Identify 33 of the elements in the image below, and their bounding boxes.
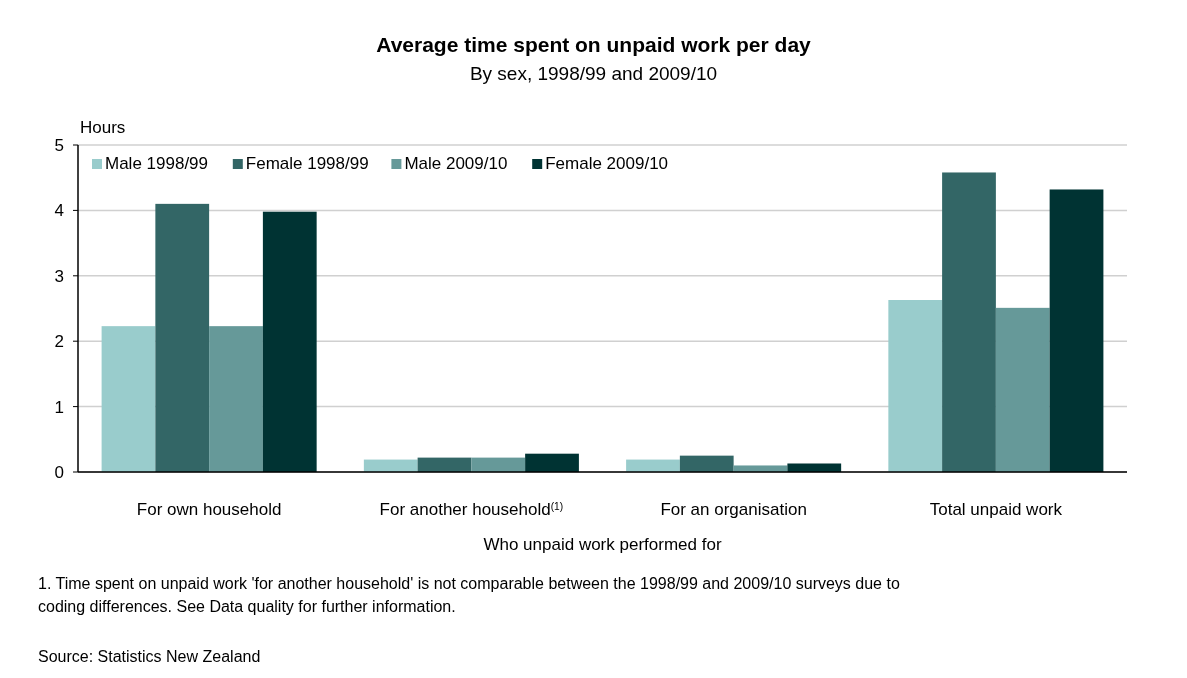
chart-subtitle: By sex, 1998/99 and 2009/10	[469, 63, 718, 84]
x-axis-title: Who unpaid work performed for	[483, 535, 722, 554]
bar	[101, 326, 156, 472]
bar	[155, 203, 210, 472]
x-tick-label: For own household	[136, 500, 282, 519]
x-tick-label: For another household$^{(1)}$	[379, 500, 564, 519]
bar	[1049, 189, 1104, 472]
legend-label: Male 1998/99	[105, 154, 209, 173]
y-tick-label: 5	[54, 135, 64, 155]
source-note: Source: Statistics New Zealand	[38, 648, 261, 665]
bar	[942, 172, 996, 472]
bar	[209, 326, 263, 472]
bar	[262, 211, 317, 472]
y-axis-title: Hours	[80, 118, 126, 137]
bar	[888, 300, 943, 472]
legend-label: Male 2009/10	[404, 154, 508, 173]
y-tick-label: 4	[54, 201, 64, 221]
x-tick-label: For an organisation	[660, 500, 807, 519]
y-tick-label: 3	[54, 266, 64, 286]
chart-title: Average time spent on unpaid work per day	[376, 33, 812, 56]
bar	[679, 455, 734, 472]
bar	[787, 463, 842, 472]
y-tick-label: 2	[54, 332, 64, 352]
y-tick-label: 1	[54, 397, 64, 417]
bar	[525, 453, 579, 472]
bar	[471, 457, 526, 472]
bar	[733, 465, 788, 472]
bar	[995, 307, 1050, 472]
text: 1. Time spent on unpaid work 'for another household' is not comparable between the 1998/99 and 2009/10 surveys due to coding differences. See Data quality for further information.	[38, 575, 900, 615]
x-tick-label: Total unpaid work	[929, 500, 1063, 519]
y-tick-label: 0	[54, 462, 64, 482]
legend-label: Female 2009/10	[545, 154, 669, 173]
legend-label: Female 1998/99	[245, 154, 369, 173]
